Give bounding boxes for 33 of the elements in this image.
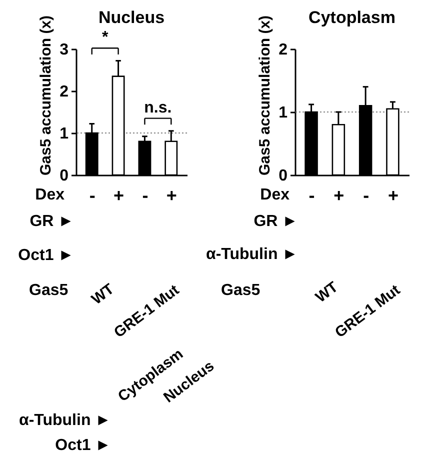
x-tick-label: - bbox=[142, 186, 148, 206]
text: α-Tubulin ► bbox=[206, 246, 298, 263]
y-axis-title: Gas5 accumulation (x) bbox=[38, 15, 55, 176]
x-axis-title: Dex bbox=[35, 186, 65, 204]
text: Oct1 ► bbox=[18, 247, 74, 264]
y-axis-title: Gas5 accumulation (x) bbox=[256, 15, 274, 176]
x-tick-label: + bbox=[334, 186, 344, 206]
y-tick-label: 2 bbox=[278, 42, 288, 58]
text: * bbox=[102, 29, 109, 46]
text: GR ► bbox=[30, 213, 74, 230]
chart-title: Nucleus bbox=[98, 8, 165, 27]
x-tick-label: - bbox=[89, 186, 96, 206]
chart-title: Cytoplasm bbox=[308, 8, 396, 27]
y-tick-label: 2 bbox=[60, 84, 69, 100]
text: Oct1 ► bbox=[55, 437, 111, 454]
y-tick-label: 3 bbox=[60, 42, 69, 58]
y-tick-label: 0 bbox=[278, 168, 288, 184]
annotation: n.s. bbox=[144, 99, 172, 116]
y-tick-label: 1 bbox=[278, 104, 288, 122]
y-tick-label: 0 bbox=[60, 168, 69, 184]
x-tick-label: + bbox=[114, 186, 124, 206]
text: WT bbox=[312, 278, 342, 306]
text: WT bbox=[88, 280, 118, 308]
text: GR ► bbox=[254, 213, 298, 230]
y-tick-label: 1 bbox=[60, 126, 69, 142]
x-tick-label: - bbox=[363, 186, 370, 206]
x-axis-title: Dex bbox=[260, 186, 290, 204]
x-tick-label: - bbox=[308, 186, 315, 206]
text: α-Tubulin ► bbox=[18, 412, 111, 429]
x-tick-label: + bbox=[166, 186, 177, 206]
text: Gas5 bbox=[29, 282, 68, 299]
x-tick-label: + bbox=[388, 186, 398, 206]
text: Gas5 bbox=[221, 282, 260, 299]
